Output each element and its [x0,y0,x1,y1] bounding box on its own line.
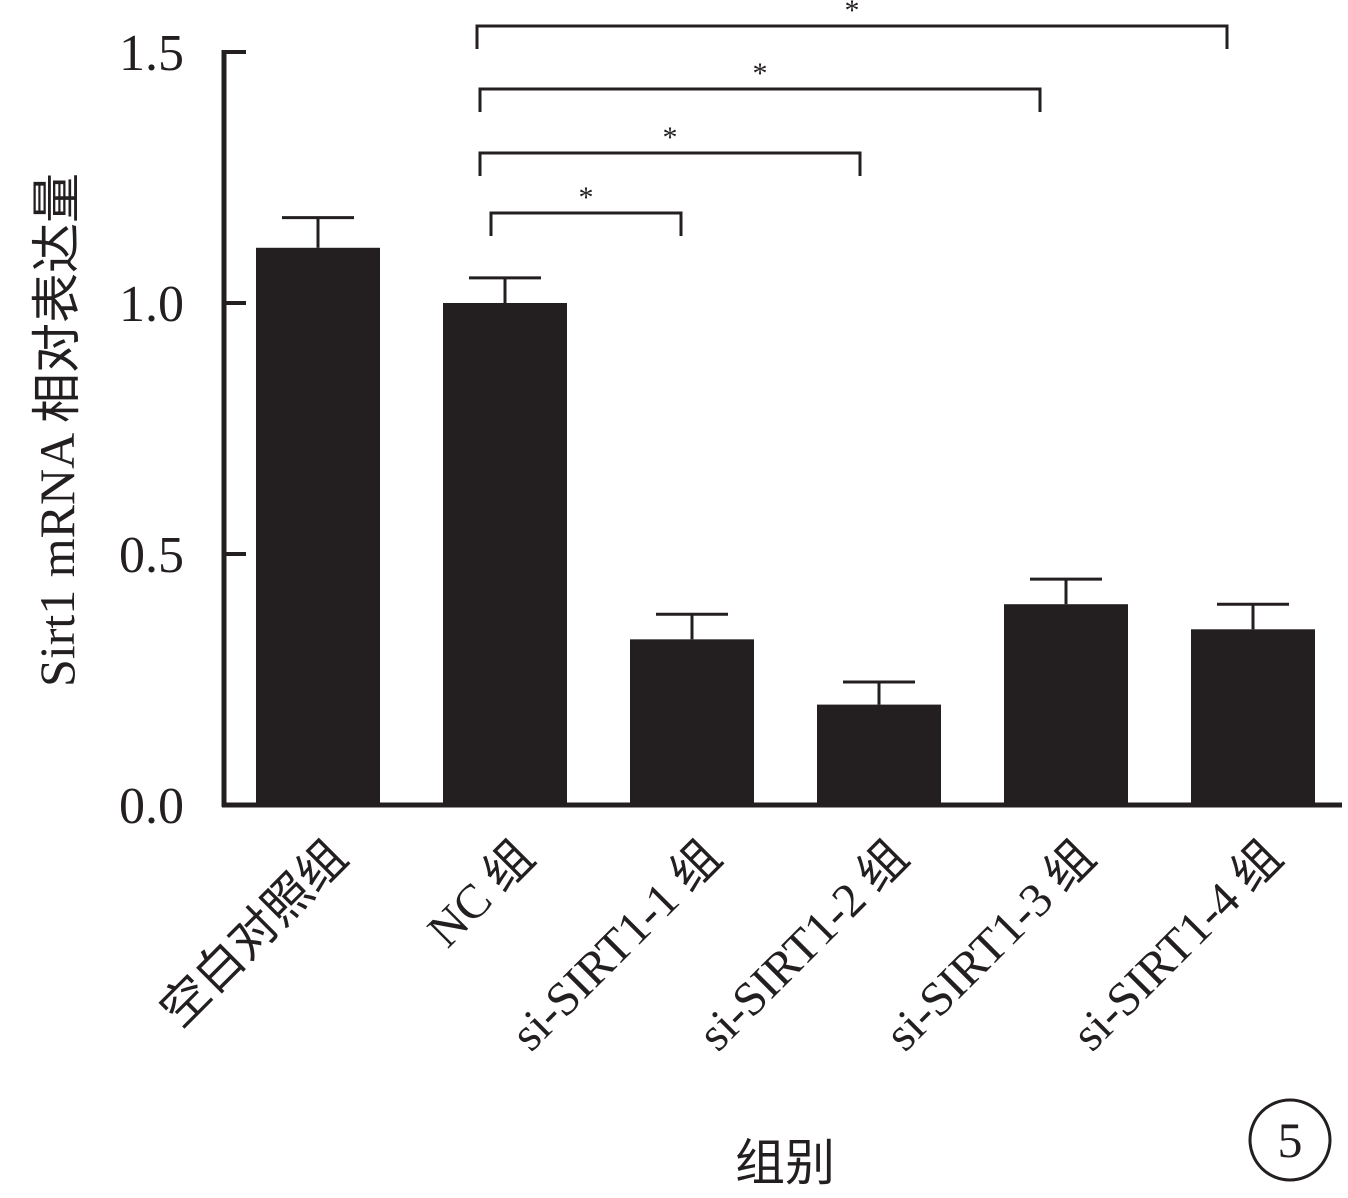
significance-bracket-2 [478,151,862,176]
y-axis-title: Sirt1 mRNA 相对表达量 [29,173,85,687]
error-bars-layer [282,216,1289,705]
bar-6 [1191,629,1315,805]
significance-layer: * * * * [475,0,1229,236]
significance-bracket-4 [475,24,1229,49]
y-tick-label-1: 0.0 [119,778,184,835]
panel-number-text: 5 [1278,1112,1303,1168]
significance-bracket-1 [489,211,683,236]
x-axis-title: 组别 [735,1135,835,1191]
x-category-label-1: 空白对照组 [151,830,358,1037]
significance-star-2: * [663,121,678,154]
axes-layer [221,50,1342,808]
panel-number-badge: 5 [1248,1098,1332,1182]
bar-3 [630,639,754,805]
bar-5 [1004,604,1128,805]
x-category-label-2: NC 组 [418,830,545,957]
bar-4 [817,704,941,805]
y-tick-label-3: 1.0 [119,276,184,333]
significance-bracket-3 [478,87,1042,112]
bar-2 [443,303,567,805]
panel-number-circle [1248,1098,1332,1182]
y-tick-label-4: 1.5 [119,25,184,82]
significance-star-4: * [845,0,860,27]
category-labels-layer: 空白对照组 NC 组si-SIRT1-1 组si-SIRT1-2 组si-SIRT… [151,830,1293,1061]
bar-1 [256,247,380,805]
y-tick-label-2: 0.5 [119,527,184,584]
significance-star-3: * [753,57,768,90]
bars-layer [256,247,1315,805]
y-ticks-layer: 0.0 0.5 1.0 1.5 [119,25,246,835]
significance-star-1: * [579,181,594,214]
